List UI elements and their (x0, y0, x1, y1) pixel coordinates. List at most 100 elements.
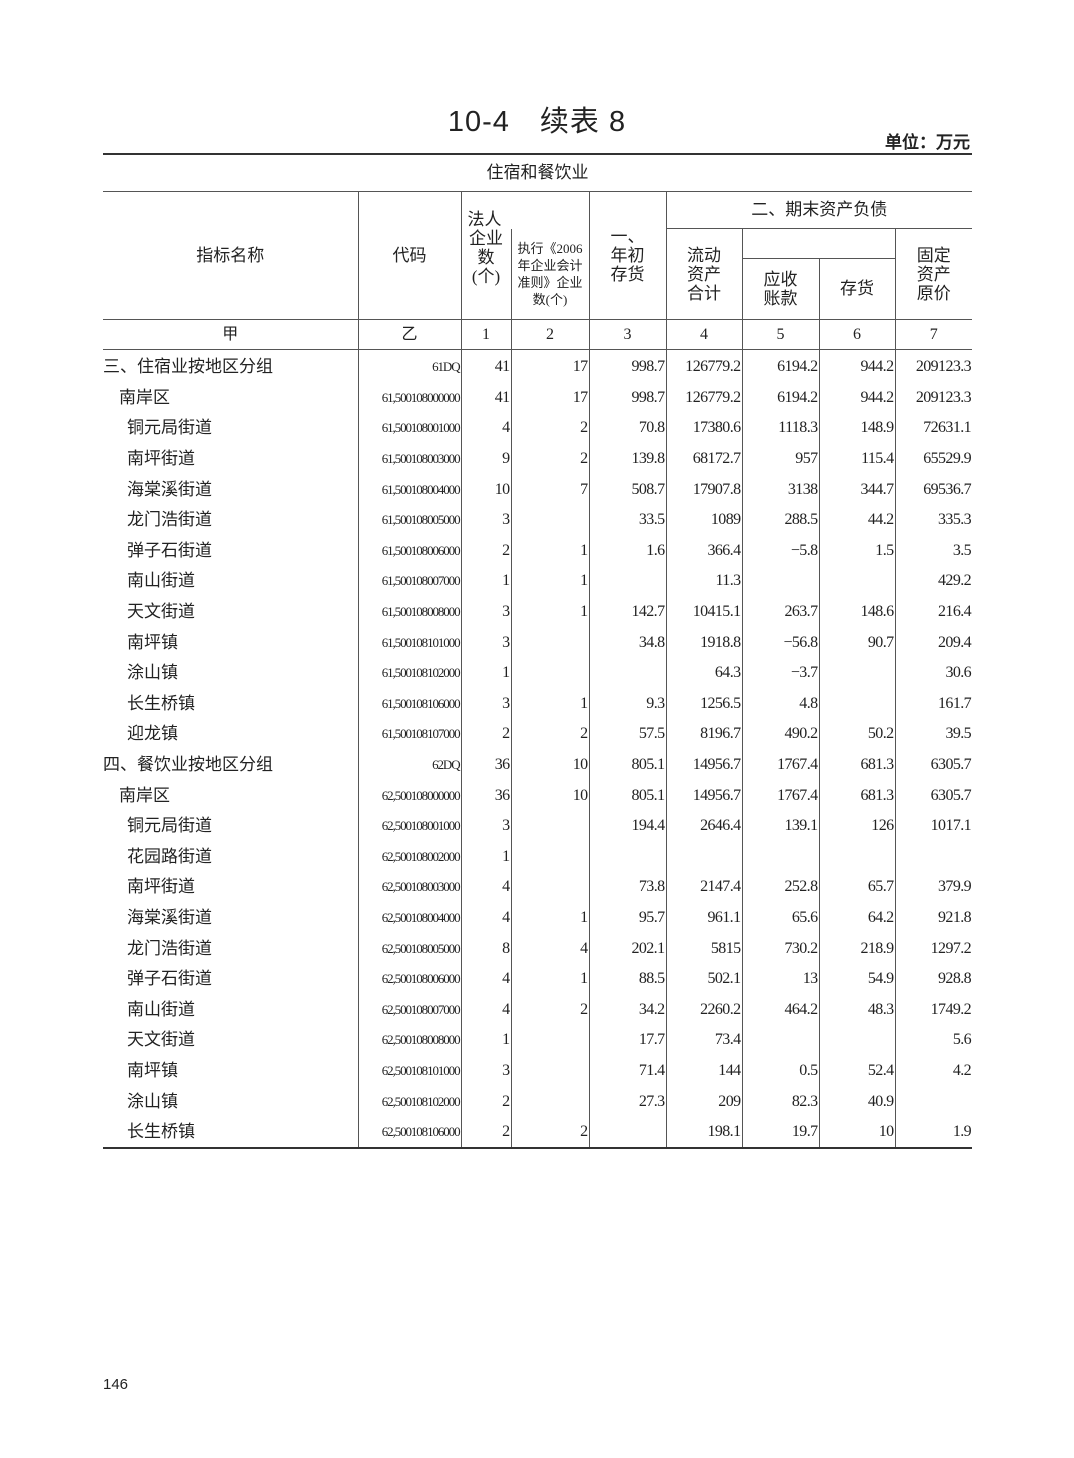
cell-col-5: 6194.2 (741, 349, 819, 383)
row-code: 62,500108106000 (357, 1116, 461, 1149)
row-name: 南岸区 (119, 387, 170, 407)
cell-col-3: 805.1 (588, 749, 666, 781)
cell-col-7: 6305.7 (894, 749, 973, 781)
cell-col-1: 9 (460, 443, 511, 475)
colnum-5: 4 (665, 319, 742, 350)
table-row: 南坪镇 61,500108101000 3 34.8 1918.8 −56.8 90.7 20… (103, 627, 973, 658)
row-code: 62,500108003000 (357, 872, 461, 903)
cell-col-1: 4 (460, 994, 511, 1026)
unit-label: 单位：万元 (885, 133, 970, 152)
cell-col-6: 52.4 (818, 1055, 895, 1087)
cell-col-2: 10 (510, 780, 589, 811)
cell-col-4: 1256.5 (665, 688, 742, 720)
row-code: 62DQ (357, 749, 461, 781)
cell-col-6: 115.4 (818, 443, 895, 475)
cell-col-5 (741, 1025, 819, 1056)
cell-col-3 (588, 1116, 666, 1149)
cell-col-7: 69536.7 (894, 474, 973, 505)
row-name: 铜元局街道 (127, 816, 212, 836)
table-row: 海棠溪街道 61,500108004000 10 7 508.7 17907.8 3138 3… (103, 474, 973, 505)
cell-col-1: 3 (460, 688, 511, 720)
cell-col-1: 4 (460, 413, 511, 444)
cell-col-5: −5.8 (741, 535, 819, 567)
cell-col-1: 36 (460, 780, 511, 811)
cell-col-5: 490.2 (741, 719, 819, 750)
row-name: 南坪镇 (127, 632, 178, 652)
cell-col-4: 2147.4 (665, 872, 742, 903)
cell-col-1: 8 (460, 933, 511, 964)
cell-col-6 (818, 841, 895, 873)
row-name: 南坪街道 (127, 449, 195, 469)
header-c5: 应收 账款 (741, 258, 819, 320)
cell-col-3 (588, 657, 666, 689)
row-name: 南岸区 (119, 785, 170, 805)
cell-col-6 (818, 566, 895, 597)
header-name: 指标名称 (103, 191, 358, 320)
table-row: 南坪街道 61,500108003000 9 2 139.8 68172.7 957 115.… (103, 443, 973, 475)
table-row: 迎龙镇 61,500108107000 2 2 57.5 8196.7 490.2 50.2 3… (103, 719, 973, 750)
cell-col-1: 1 (460, 1025, 511, 1056)
table-row: 龙门浩街道 62,500108005000 8 4 202.1 5815 730.2 218.… (103, 933, 973, 964)
table-row: 南坪街道 62,500108003000 4 73.8 2147.4 252.8 65.7 3… (103, 872, 973, 903)
row-name: 涂山镇 (127, 663, 178, 683)
cell-col-3 (588, 566, 666, 597)
table-row: 四、餐饮业按地区分组 62DQ 36 10 805.1 14956.7 1767.4 681.… (103, 749, 973, 781)
row-name: 弹子石街道 (127, 540, 212, 560)
cell-col-5: 0.5 (741, 1055, 819, 1087)
cell-col-1: 4 (460, 902, 511, 934)
row-code: 61,500108101000 (357, 627, 461, 658)
cell-col-3: 9.3 (588, 688, 666, 720)
row-code: 62,500108001000 (357, 810, 461, 842)
table-row: 涂山镇 62,500108102000 2 27.3 209 82.3 40.9 (103, 1086, 973, 1117)
cell-col-2: 2 (510, 443, 589, 475)
cell-col-2 (510, 810, 589, 842)
header-c3: 一、 年初 存货 (588, 191, 666, 320)
cell-col-2: 17 (510, 382, 589, 414)
cell-col-5: −3.7 (741, 657, 819, 689)
cell-col-6 (818, 688, 895, 720)
row-name: 花园路街道 (127, 846, 212, 866)
cell-col-3 (588, 841, 666, 873)
cell-col-3: 27.3 (588, 1086, 666, 1117)
cell-col-5: 1767.4 (741, 780, 819, 811)
cell-col-5: 464.2 (741, 994, 819, 1026)
cell-col-3: 998.7 (588, 382, 666, 414)
cell-col-6: 44.2 (818, 504, 895, 536)
cell-col-6: 218.9 (818, 933, 895, 964)
cell-col-1: 1 (460, 566, 511, 597)
cell-col-5: 957 (741, 443, 819, 475)
cell-col-4: 14956.7 (665, 749, 742, 781)
row-code: 62,500108102000 (357, 1086, 461, 1117)
cell-col-7: 379.9 (894, 872, 973, 903)
header-c1: 企业 数 (个) (460, 228, 511, 320)
header-c1-top: 法人 (460, 191, 589, 229)
cell-col-4: 11.3 (665, 566, 742, 597)
cell-col-7: 6305.7 (894, 780, 973, 811)
cell-col-7: 209.4 (894, 627, 973, 658)
cell-col-2 (510, 1086, 589, 1117)
cell-col-4: 73.4 (665, 1025, 742, 1056)
cell-col-3: 57.5 (588, 719, 666, 750)
row-code: 62,500108007000 (357, 994, 461, 1026)
cell-col-2: 1 (510, 596, 589, 628)
cell-col-5: 6194.2 (741, 382, 819, 414)
cell-col-2 (510, 657, 589, 689)
cell-col-4: 64.3 (665, 657, 742, 689)
cell-col-2: 7 (510, 474, 589, 505)
cell-col-2: 4 (510, 933, 589, 964)
cell-col-5: 19.7 (741, 1116, 819, 1149)
cell-col-6: 944.2 (818, 382, 895, 414)
cell-col-3: 73.8 (588, 872, 666, 903)
cell-col-6: 126 (818, 810, 895, 842)
cell-col-1: 4 (460, 963, 511, 995)
cell-col-6: 681.3 (818, 749, 895, 781)
row-code: 61,500108007000 (357, 566, 461, 597)
cell-col-6: 64.2 (818, 902, 895, 934)
cell-col-6: 10 (818, 1116, 895, 1149)
row-name: 天文街道 (127, 1030, 195, 1050)
cell-col-2 (510, 504, 589, 536)
row-name: 弹子石街道 (127, 969, 212, 989)
cell-col-4: 14956.7 (665, 780, 742, 811)
cell-col-7: 1749.2 (894, 994, 973, 1026)
row-code: 62,500108101000 (357, 1055, 461, 1087)
